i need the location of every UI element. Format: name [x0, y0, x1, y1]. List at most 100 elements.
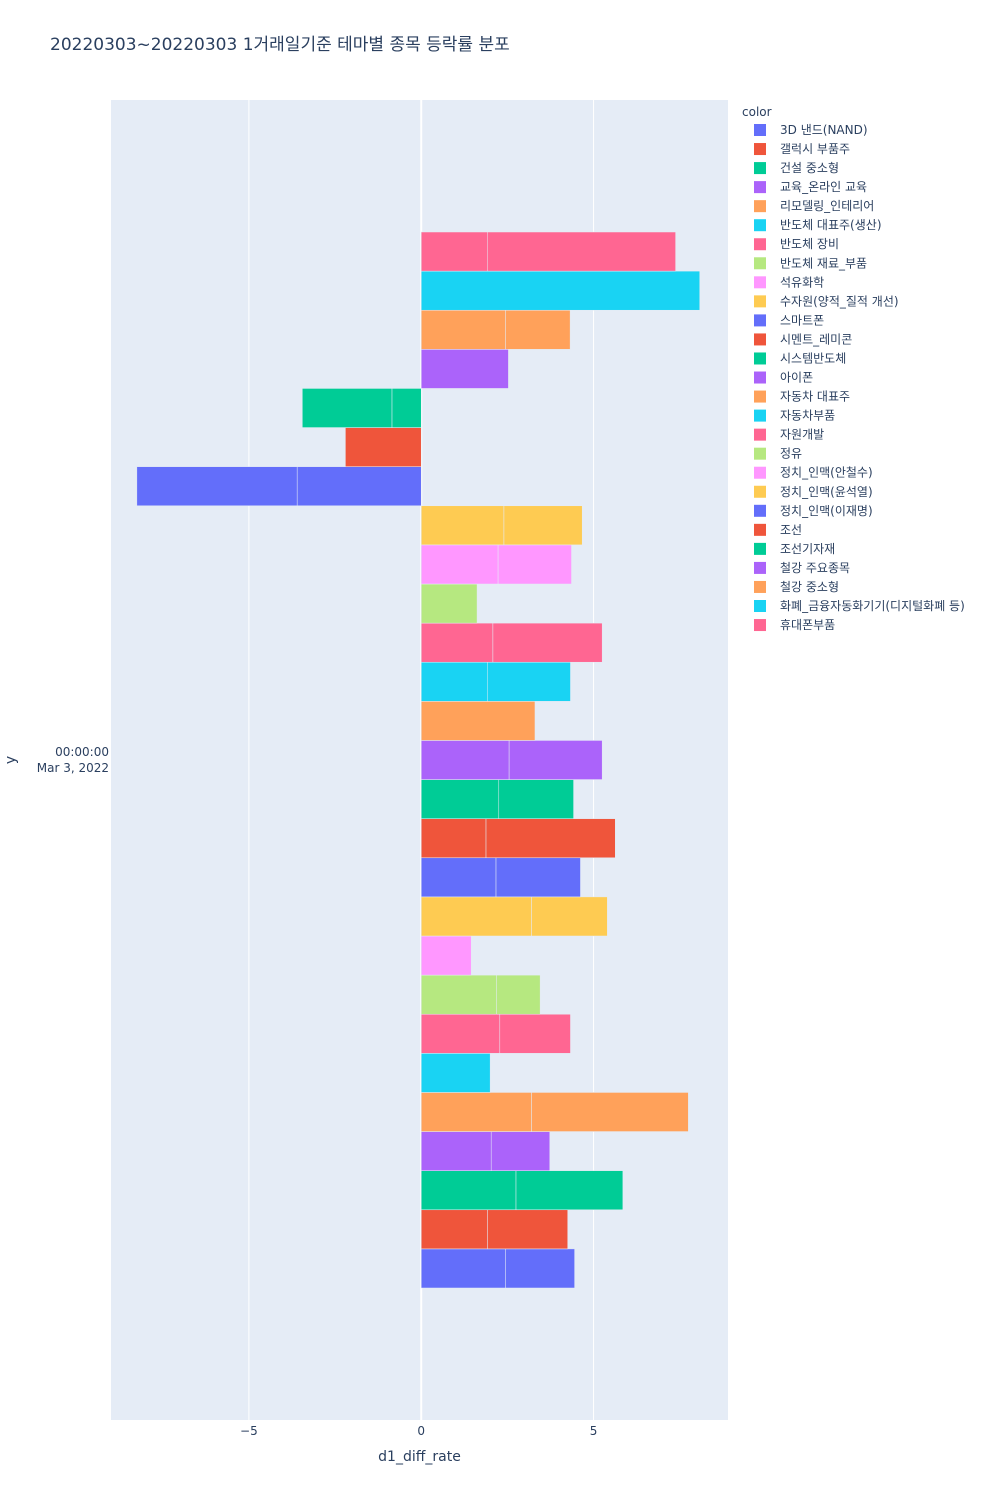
bar-반도체-대표주-생산-0 — [420, 1053, 491, 1093]
bar-스마트폰-0 — [420, 857, 497, 898]
legend-swatch-정치-인맥-윤석열 — [754, 485, 766, 498]
legend-swatch-스마트폰 — [754, 314, 766, 327]
legend-swatch-반도체-대표주-생산 — [754, 219, 766, 232]
bar-시멘트-레미콘-0 — [420, 818, 487, 859]
y-axis-label: y — [3, 756, 19, 764]
legend-item-반도체-장비: 반도체 장비 — [780, 237, 839, 251]
legend-swatch-화폐-금융자동화기기-디지털화폐-등 — [754, 600, 766, 612]
bar-시스템반도체-0 — [420, 779, 500, 819]
legend-item-화폐-금융자동화기기-디지털화폐-등: 화폐_금융자동화기기(디지털화폐 등) — [780, 599, 965, 613]
chart-title: 20220303~20220303 1거래일기준 테마별 종목 등락률 분포 — [50, 35, 510, 55]
bar-반도체-재료-부품-0 — [420, 974, 497, 1015]
bar-반도체-장비-0 — [420, 1013, 501, 1054]
x-tick-label: −5 — [240, 1424, 258, 1438]
legend-swatch-갤럭시-부품주 — [754, 143, 766, 156]
bar-철강-중소형-1 — [505, 309, 571, 350]
legend-item-철강-주요종목: 철강 주요종목 — [780, 561, 850, 575]
bar-자동차-대표주-0 — [420, 701, 536, 741]
legend-swatch-건설-중소형 — [754, 162, 766, 175]
legend-item-수자원-양적-질적-개선: 수자원(양적_질적 개선) — [780, 294, 899, 308]
legend-swatch-리모델링-인테리어 — [754, 200, 766, 213]
bar-철강-주요종목-0 — [420, 349, 509, 389]
bar-아이폰-1 — [508, 740, 603, 780]
legend-swatch-석유화학 — [754, 276, 766, 289]
bar-반도체-재료-부품-1 — [496, 974, 541, 1015]
legend-swatch-아이폰 — [754, 371, 766, 384]
bar-갤럭시-부품주-0 — [420, 1209, 488, 1250]
legend-swatch-교육-온라인-교육 — [754, 181, 766, 194]
legend-swatch-반도체-장비 — [754, 238, 766, 251]
legend-item-조선기자재: 조선기자재 — [780, 542, 835, 556]
x-tick-labels: −5 0 5 — [240, 1424, 597, 1438]
legend-title: color — [742, 105, 772, 119]
bar-수자원-양적-질적-개선-1 — [531, 896, 608, 937]
legend-swatch-정유 — [754, 447, 766, 460]
legend-swatch-자동차-대표주 — [754, 390, 766, 403]
legend-swatch-휴대폰부품 — [754, 619, 766, 632]
bar-정치-인맥-이재명-1 — [136, 466, 298, 507]
y-tick-label: 00:00:00 Mar 3, 2022 — [37, 745, 109, 775]
legend-swatch-정치-인맥-안철수 — [754, 466, 766, 479]
legend-swatch-시스템반도체 — [754, 352, 766, 365]
bar-자원개발-0 — [420, 622, 494, 663]
bar-리모델링-인테리어-1 — [531, 1092, 689, 1132]
plot-background — [111, 100, 728, 1420]
bar-정치-인맥-안철수-1 — [497, 544, 572, 585]
legend-item-갤럭시-부품주: 갤럭시 부품주 — [780, 142, 850, 156]
bar-스마트폰-1 — [495, 857, 581, 898]
bar-아이폰-0 — [420, 740, 510, 780]
legend-item-자동차부품: 자동차부품 — [780, 409, 835, 423]
bar-석유화학-0 — [420, 935, 472, 976]
bar-갤럭시-부품주-1 — [487, 1209, 568, 1250]
legend-item-정치-인맥-안철수: 정치_인맥(안철수) — [780, 466, 873, 480]
legend-item-교육-온라인-교육: 교육_온라인 교육 — [780, 180, 867, 194]
legend-swatch-자동차부품 — [754, 409, 766, 422]
bar-시스템반도체-1 — [498, 779, 574, 819]
legend-swatch-시멘트-레미콘 — [754, 333, 766, 346]
legend-item-3d-낸드-nand: 3D 낸드(NAND) — [780, 123, 868, 137]
legend-item-자동차-대표주: 자동차 대표주 — [780, 390, 850, 404]
legend-swatch-철강-중소형 — [754, 580, 766, 593]
x-tick-label: 0 — [417, 1424, 425, 1438]
bar-화폐-금융자동화기기-디지털화폐-등-0 — [420, 270, 700, 311]
bar-자동차부품-0 — [420, 661, 488, 702]
legend-item-스마트폰: 스마트폰 — [780, 313, 824, 327]
x-axis-label: d1_diff_rate — [378, 1449, 461, 1465]
bar-철강-중소형-0 — [420, 309, 506, 350]
legend-item-리모델링-인테리어: 리모델링_인테리어 — [780, 199, 874, 213]
bar-정치-인맥-윤석열-1 — [503, 505, 583, 546]
bar-반도체-장비-1 — [499, 1013, 571, 1054]
legend-swatch-수자원-양적-질적-개선 — [754, 295, 766, 308]
bar-휴대폰부품-1 — [487, 231, 676, 272]
x-tick-label: 5 — [590, 1424, 598, 1438]
legend-item-조선: 조선 — [780, 523, 802, 537]
legend-swatch-반도체-재료-부품 — [754, 257, 766, 270]
legend-swatch-철강-주요종목 — [754, 561, 766, 574]
bar-3d-낸드-nand-1 — [505, 1248, 575, 1289]
legend-swatch-조선 — [754, 523, 766, 536]
bar-정치-인맥-윤석열-0 — [420, 505, 505, 546]
bar-조선기자재-0 — [391, 388, 422, 428]
legend-swatch-조선기자재 — [754, 542, 766, 555]
legend-item-시스템반도체: 시스템반도체 — [780, 351, 846, 365]
bar-자동차부품-1 — [487, 661, 571, 702]
legend-item-정치-인맥-이재명: 정치_인맥(이재명) — [780, 504, 873, 518]
legend-item-반도체-재료-부품: 반도체 재료_부품 — [780, 256, 867, 270]
bars — [136, 231, 700, 1289]
legend-item-휴대폰부품: 휴대폰부품 — [780, 618, 835, 632]
bar-수자원-양적-질적-개선-0 — [420, 896, 532, 937]
legend-item-자원개발: 자원개발 — [780, 428, 824, 442]
y-tick-label-time: 00:00:00 — [55, 745, 109, 759]
legend-swatch-자원개발 — [754, 428, 766, 441]
bar-교육-온라인-교육-1 — [490, 1131, 551, 1171]
bar-시멘트-레미콘-1 — [485, 818, 616, 859]
bar-정유-0 — [420, 583, 478, 624]
bar-조선-0 — [345, 427, 422, 467]
bar-건설-중소형-1 — [515, 1170, 624, 1211]
legend-item-아이폰: 아이폰 — [780, 371, 813, 385]
bar-조선기자재-1 — [302, 388, 393, 428]
legend-item-정치-인맥-윤석열: 정치_인맥(윤석열) — [780, 485, 873, 499]
bar-정치-인맥-안철수-0 — [420, 544, 499, 585]
legend-item-석유화학: 석유화학 — [780, 275, 824, 289]
